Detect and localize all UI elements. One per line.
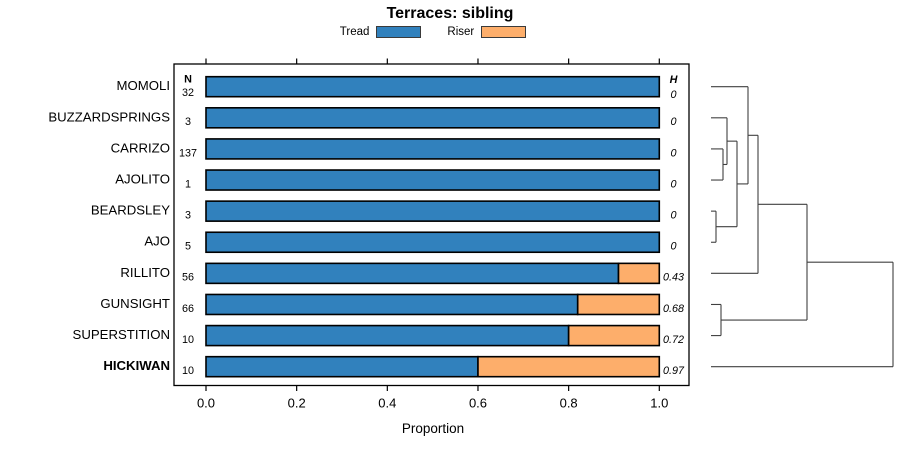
x-tick-label: 0.4 <box>378 395 396 410</box>
n-value: 137 <box>179 147 197 159</box>
site-label: BUZZARDSPRINGS <box>48 109 170 124</box>
bar-segment-riser <box>567 324 661 347</box>
h-value: 0 <box>670 241 676 253</box>
bar-segment-tread <box>205 107 661 129</box>
n-value: 32 <box>182 87 194 99</box>
h-value: 0 <box>670 116 676 128</box>
h-column-header: H <box>670 74 678 86</box>
legend-label-tread: Tread <box>339 26 370 38</box>
h-value: 0 <box>670 178 676 190</box>
bar-segment-tread <box>205 200 661 222</box>
site-label: RILLITO <box>120 265 170 280</box>
site-label: GUNSIGHT <box>100 296 170 311</box>
n-value: 3 <box>185 209 191 221</box>
site-label: SUPERSTITION <box>73 327 170 342</box>
chart-title: Terraces: sibling <box>386 5 514 22</box>
bar-segment-tread <box>205 231 661 254</box>
site-label: CARRIZO <box>111 140 170 155</box>
n-value: 1 <box>185 178 191 190</box>
n-value: 10 <box>182 365 194 377</box>
plot-frame <box>173 63 690 387</box>
legend-label-riser: Riser <box>447 26 475 38</box>
h-value: 0.72 <box>663 334 684 346</box>
bar-segment-riser <box>576 293 661 316</box>
bar-segment-riser <box>617 262 661 285</box>
bar-segment-tread <box>205 324 570 347</box>
h-value: 0.43 <box>663 272 684 284</box>
site-label: MOMOLI <box>117 78 170 93</box>
legend-swatch-riser <box>481 26 527 38</box>
x-tick-label: 0.2 <box>288 395 306 410</box>
bar-segment-tread <box>205 75 661 98</box>
n-value: 10 <box>182 334 194 346</box>
bar-segment-tread <box>205 169 661 191</box>
x-tick-label: 0.0 <box>197 395 215 410</box>
h-value: 0.97 <box>663 365 685 377</box>
h-value: 0 <box>670 209 676 221</box>
site-label: AJOLITO <box>115 172 170 187</box>
site-label: BEARDSLEY <box>91 203 170 218</box>
bar-segment-tread <box>205 293 579 316</box>
site-label: AJO <box>144 234 170 249</box>
bar-segment-tread <box>205 262 620 285</box>
n-value: 66 <box>182 303 194 315</box>
x-tick-label: 1.0 <box>650 395 668 410</box>
n-column-header: N <box>184 73 192 85</box>
legend-item-tread: Tread <box>340 26 422 38</box>
legend-swatch-tread <box>376 26 422 38</box>
legend-item-riser: Riser <box>447 26 527 38</box>
h-value: 0 <box>670 89 676 101</box>
h-value: 0 <box>670 147 676 159</box>
n-value: 3 <box>185 116 191 128</box>
n-value: 56 <box>182 272 194 284</box>
legend: Tread Riser <box>0 26 866 38</box>
bar-segment-tread <box>205 138 661 160</box>
x-tick-label: 0.6 <box>469 395 487 410</box>
h-value: 0.68 <box>663 303 684 315</box>
n-value: 5 <box>185 241 191 253</box>
x-tick-label: 0.8 <box>560 395 578 410</box>
x-axis-label: Proportion <box>401 421 465 436</box>
bar-segment-riser <box>477 355 661 378</box>
bar-segment-tread <box>205 355 479 378</box>
site-label: HICKIWAN <box>103 358 170 373</box>
